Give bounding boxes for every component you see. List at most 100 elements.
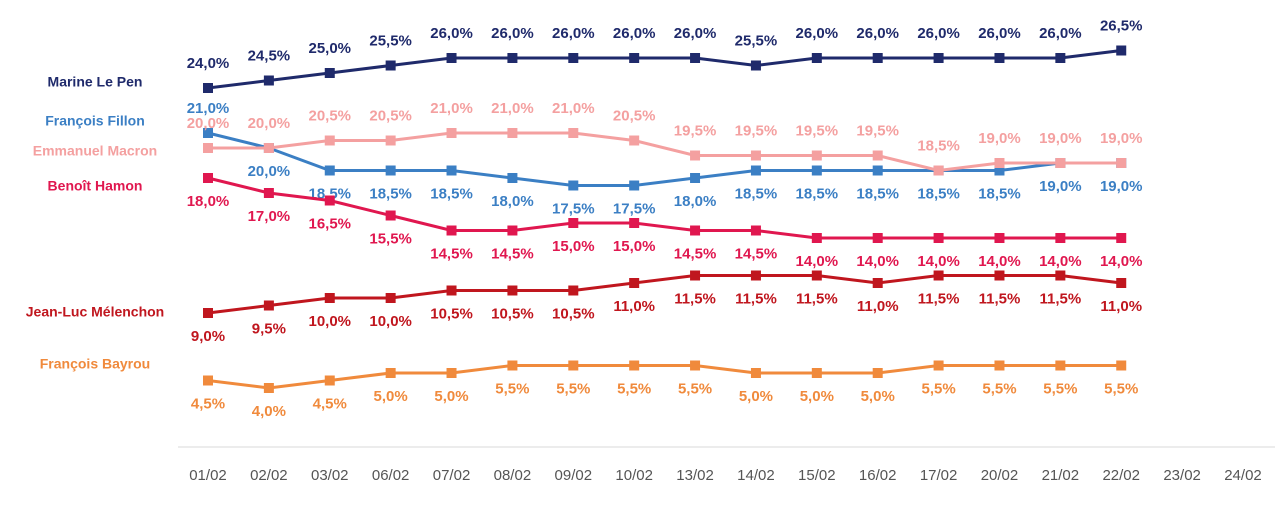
value-label: 15,0%: [613, 238, 656, 255]
value-label: 14,5%: [491, 245, 534, 262]
marker: [203, 308, 213, 318]
value-label: 26,0%: [613, 25, 656, 42]
value-label: 5,5%: [1104, 380, 1138, 397]
value-label: 24,5%: [248, 47, 291, 64]
value-label: 11,5%: [1039, 290, 1081, 307]
marker: [872, 278, 883, 288]
value-label: 5,5%: [921, 380, 955, 397]
x-tick-label: 17/02: [920, 467, 958, 484]
marker: [446, 165, 457, 176]
marker: [263, 383, 274, 393]
marker: [324, 293, 335, 303]
marker: [690, 225, 701, 236]
marker: [750, 165, 761, 176]
marker: [811, 233, 822, 243]
marker: [750, 225, 761, 236]
marker: [629, 278, 640, 288]
x-tick-label: 08/02: [494, 467, 532, 484]
value-label: 14,0%: [796, 253, 839, 270]
marker: [324, 68, 335, 78]
series-line: [207, 274, 1122, 315]
x-tick-label: 23/02: [1163, 467, 1201, 484]
marker: [507, 285, 518, 296]
marker: [629, 135, 640, 146]
marker: [811, 150, 822, 161]
marker: [203, 83, 213, 93]
marker: [385, 135, 396, 146]
marker: [750, 150, 761, 161]
marker: [629, 53, 640, 63]
marker: [1116, 45, 1127, 56]
value-label: 9,5%: [252, 320, 286, 337]
value-label: 21,0%: [552, 100, 595, 117]
marker: [872, 233, 883, 243]
value-label: 5,0%: [800, 388, 834, 405]
value-label: 19,0%: [1039, 178, 1082, 195]
series-name: Emmanuel Macron: [33, 143, 157, 159]
value-label: 4,5%: [313, 395, 347, 412]
value-label: 15,5%: [369, 230, 412, 247]
value-label: 11,5%: [918, 290, 960, 307]
value-label: 11,5%: [674, 290, 716, 307]
marker: [933, 165, 944, 176]
value-label: 10,5%: [552, 305, 595, 322]
value-label: 19,5%: [735, 122, 778, 139]
marker: [933, 233, 944, 243]
value-label: 14,5%: [735, 245, 778, 262]
marker: [446, 225, 457, 236]
x-tick-label: 03/02: [311, 467, 349, 484]
value-label: 20,0%: [248, 163, 291, 180]
value-label: 14,5%: [430, 245, 473, 262]
value-label: 14,0%: [856, 253, 899, 270]
marker: [1055, 233, 1066, 243]
value-label: 5,5%: [495, 380, 529, 397]
marker: [507, 225, 518, 236]
marker: [203, 173, 213, 183]
value-label: 14,0%: [1100, 253, 1143, 270]
marker: [994, 165, 1005, 176]
value-label: 21,0%: [491, 100, 534, 117]
x-tick-label: 07/02: [433, 467, 471, 484]
marker: [872, 150, 883, 161]
value-label: 10,0%: [369, 313, 412, 330]
marker: [324, 135, 335, 146]
value-label: 18,0%: [187, 193, 230, 210]
value-label: 19,0%: [1100, 178, 1143, 195]
value-label: 18,5%: [430, 185, 473, 202]
value-label: 20,5%: [308, 107, 351, 124]
marker: [933, 360, 944, 371]
marker: [1116, 233, 1127, 243]
value-label: 26,0%: [978, 25, 1021, 42]
series-name: Marine Le Pen: [48, 74, 143, 90]
marker: [568, 285, 579, 296]
value-label: 16,5%: [308, 215, 351, 232]
value-label: 18,0%: [491, 193, 534, 210]
value-label: 11,5%: [796, 290, 838, 307]
value-label: 10,5%: [430, 305, 473, 322]
marker: [690, 270, 701, 281]
marker: [263, 143, 274, 153]
x-tick-label: 02/02: [250, 467, 288, 484]
value-label: 5,5%: [617, 380, 651, 397]
marker: [811, 368, 822, 378]
value-label: 26,0%: [430, 25, 473, 42]
value-label: 18,5%: [369, 185, 412, 202]
marker: [690, 150, 701, 161]
marker: [446, 368, 457, 378]
value-label: 25,5%: [735, 32, 778, 49]
marker: [263, 188, 274, 198]
x-tick-label: 24/02: [1224, 467, 1262, 484]
value-label: 17,5%: [552, 200, 595, 217]
x-tick-label: 14/02: [737, 467, 775, 484]
x-tick-label: 01/02: [189, 467, 227, 484]
marker: [994, 360, 1005, 371]
marker: [629, 180, 640, 191]
value-label: 11,0%: [857, 298, 899, 315]
marker: [507, 173, 518, 183]
value-label: 26,0%: [491, 25, 534, 42]
marker: [568, 218, 579, 228]
marker: [507, 128, 518, 138]
marker: [1116, 360, 1127, 371]
marker: [811, 165, 822, 176]
